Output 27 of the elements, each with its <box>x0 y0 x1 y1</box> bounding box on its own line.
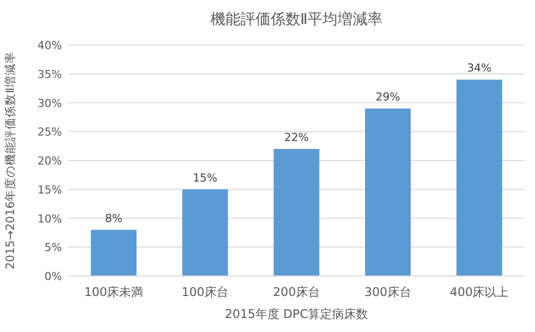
bar <box>90 230 137 276</box>
data-label: 22% <box>284 130 309 144</box>
y-tick-label: 40% <box>38 39 62 52</box>
y-axis-title: 2015→2016年度の機能評価係数Ⅱ増減率 <box>3 52 17 270</box>
y-tick-label: 15% <box>38 183 62 196</box>
data-label: 34% <box>467 62 492 75</box>
y-tick-label: 25% <box>38 126 62 139</box>
x-tick-label: 100床台 <box>182 285 229 299</box>
y-tick-label: 0% <box>44 270 62 283</box>
y-tick-label: 35% <box>38 68 62 81</box>
bar <box>182 189 228 276</box>
chart-title: 機能評価係数Ⅱ平均増減率 <box>210 10 383 28</box>
data-label: 29% <box>376 90 400 104</box>
x-tick-label: 200床台 <box>273 285 320 299</box>
y-tick-label: 20% <box>38 154 62 168</box>
data-label: 15% <box>192 171 218 184</box>
bar <box>274 148 320 276</box>
y-tick-label: 5% <box>44 241 62 254</box>
x-tick-label: 100床未満 <box>84 285 144 299</box>
bar <box>456 80 502 276</box>
y-tick-label: 30% <box>38 96 62 110</box>
y-tick-label: 10% <box>38 212 62 226</box>
x-tick-label: 300床台 <box>364 285 412 299</box>
data-label: 8% <box>104 212 122 225</box>
x-tick-label: 400床以上 <box>450 285 509 299</box>
bar <box>365 108 411 276</box>
x-axis-title: 2015年度 DPC算定病床数 <box>224 307 368 321</box>
